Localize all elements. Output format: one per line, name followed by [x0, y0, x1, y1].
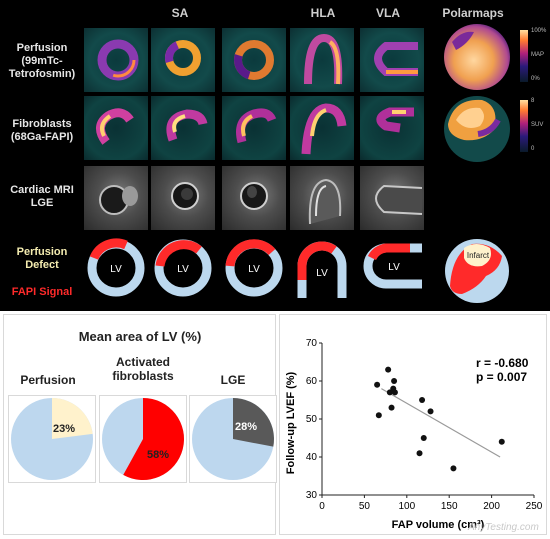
column-header-sa: SA [171, 6, 189, 20]
pie-frame-fibroblasts: 58% [99, 395, 187, 483]
colorbar-fibroblasts-unit: SUV [531, 122, 544, 128]
row-label-fapi: FAPI Signal [11, 286, 73, 298]
schematic-sa-3: LV [225, 239, 283, 297]
schematic-hla: LV [297, 241, 347, 298]
perfusion-hla-image [290, 28, 354, 92]
colorbar-perfusion-min: 0% [531, 76, 540, 82]
perfusion-vla-image [360, 28, 424, 92]
row-label-defect: Perfusion Defect [16, 246, 68, 271]
y-tick-label: 60 [306, 376, 318, 387]
fibroblast-sa-image-3 [222, 96, 286, 160]
row-label-mri: Cardiac MRI LGE [10, 184, 74, 209]
results-panel: Mean area of LV (%) Perfusion Activated f… [0, 311, 550, 538]
scatter-point [385, 366, 392, 373]
fibroblast-polarmap [442, 94, 512, 164]
pie-value-lge: 28% [235, 421, 257, 433]
pie-value-perfusion: 23% [53, 423, 75, 435]
column-header-hla: HLA [310, 6, 336, 20]
scatter-p-value: p = 0.007 [476, 370, 527, 384]
y-tick-label: 50 [306, 414, 318, 425]
schematic-sa-2: LV [154, 239, 212, 297]
column-header-vla: VLA [376, 6, 400, 20]
trend-line [381, 388, 501, 458]
scatter-point [498, 438, 505, 445]
pie-frame-perfusion: 23% [8, 395, 96, 483]
scatter-point [375, 412, 382, 419]
scatter-point [391, 389, 398, 396]
perfusion-polarmap [442, 22, 512, 92]
schematic-polarmap: Infarct [445, 239, 509, 303]
scatter-x-label: FAP volume (cm³) [392, 519, 485, 531]
column-header-polarmaps: Polarmaps [442, 6, 504, 20]
row-label-fibroblasts: Fibroblasts (68Ga-FAPI) [10, 118, 74, 143]
schematic-infarct-label: Infarct [467, 251, 490, 260]
colorbar-fibroblasts-max: 8 [531, 98, 535, 104]
scatter-point [419, 397, 426, 403]
scatter-point [450, 465, 457, 472]
schematic-lv-label-4: LV [316, 268, 328, 279]
pie-value-fibroblasts: 58% [147, 449, 169, 461]
schematic-lv-label-3: LV [248, 264, 260, 275]
watermark-text: AnyTesting.com [468, 522, 539, 533]
scatter-point [420, 435, 427, 441]
fibroblast-sa-image-2 [151, 96, 215, 160]
colorbar-fibroblasts [520, 100, 528, 152]
mri-hla-image [290, 166, 354, 230]
schematic-lv-label-2: LV [177, 264, 189, 275]
fibroblast-hla-image [290, 96, 354, 160]
schematic-sa-1: LV [87, 238, 145, 297]
pie-slice-fibroblasts [123, 398, 184, 480]
mri-sa-image-2 [151, 166, 215, 230]
x-tick-label: 200 [483, 501, 500, 512]
scatter-y-label: Follow-up LVEF (%) [285, 371, 297, 474]
pie-slice-lge [233, 398, 274, 447]
scatter-r-value: r = -0.680 [476, 356, 529, 370]
perfusion-sa-image-3 [222, 28, 286, 92]
schematic-vla: LV [363, 243, 422, 289]
mri-sa-image-3 [222, 166, 286, 230]
row-label-perfusion: Perfusion (99mTc- Tetrofosmin) [8, 42, 76, 80]
schematic-lv-label-1: LV [110, 264, 122, 275]
y-tick-label: 40 [306, 452, 318, 463]
x-tick-label: 150 [441, 501, 458, 512]
scatter-point [391, 378, 398, 384]
pie-label-lge: LGE [220, 373, 246, 387]
pie-frame-lge: 28% [189, 395, 277, 483]
fibroblast-vla-image [360, 96, 424, 160]
scatter-box: Follow-up LVEF (%) FAP volume (cm³) r = … [279, 314, 547, 535]
mri-sa-image-1 [84, 166, 148, 230]
y-tick-label: 30 [306, 490, 318, 501]
colorbar-perfusion [520, 30, 528, 82]
fibroblast-sa-image-1 [84, 96, 148, 160]
scatter-point [416, 450, 423, 457]
colorbar-perfusion-unit: MAP [531, 52, 545, 58]
pie-label-perfusion: Perfusion [20, 373, 76, 387]
x-tick-label: 100 [398, 501, 415, 512]
y-tick-label: 70 [306, 338, 318, 349]
imaging-panel: SA HLA VLA Polarmaps Perfusion (99mTc- Tet… [0, 0, 550, 311]
pie-section-title: Mean area of LV (%) [78, 329, 202, 344]
pie-label-fibroblasts: Activated fibroblasts [112, 355, 174, 383]
scatter-point [388, 404, 395, 411]
mri-vla-image [360, 166, 424, 230]
x-tick-label: 250 [526, 501, 543, 512]
pie-slice-perfusion [52, 398, 93, 439]
colorbar-perfusion-max: 100% [531, 28, 547, 34]
perfusion-sa-image-2 [151, 28, 215, 92]
scatter-point [374, 381, 381, 388]
x-tick-label: 0 [319, 501, 325, 512]
scatter-plot: Follow-up LVEF (%) FAP volume (cm³) r = … [285, 338, 543, 531]
scatter-point [427, 408, 434, 415]
x-tick-label: 50 [359, 501, 371, 512]
colorbar-fibroblasts-min: 0 [531, 146, 535, 152]
schematic-lv-label-5: LV [388, 262, 400, 273]
perfusion-sa-image-1 [84, 28, 148, 92]
